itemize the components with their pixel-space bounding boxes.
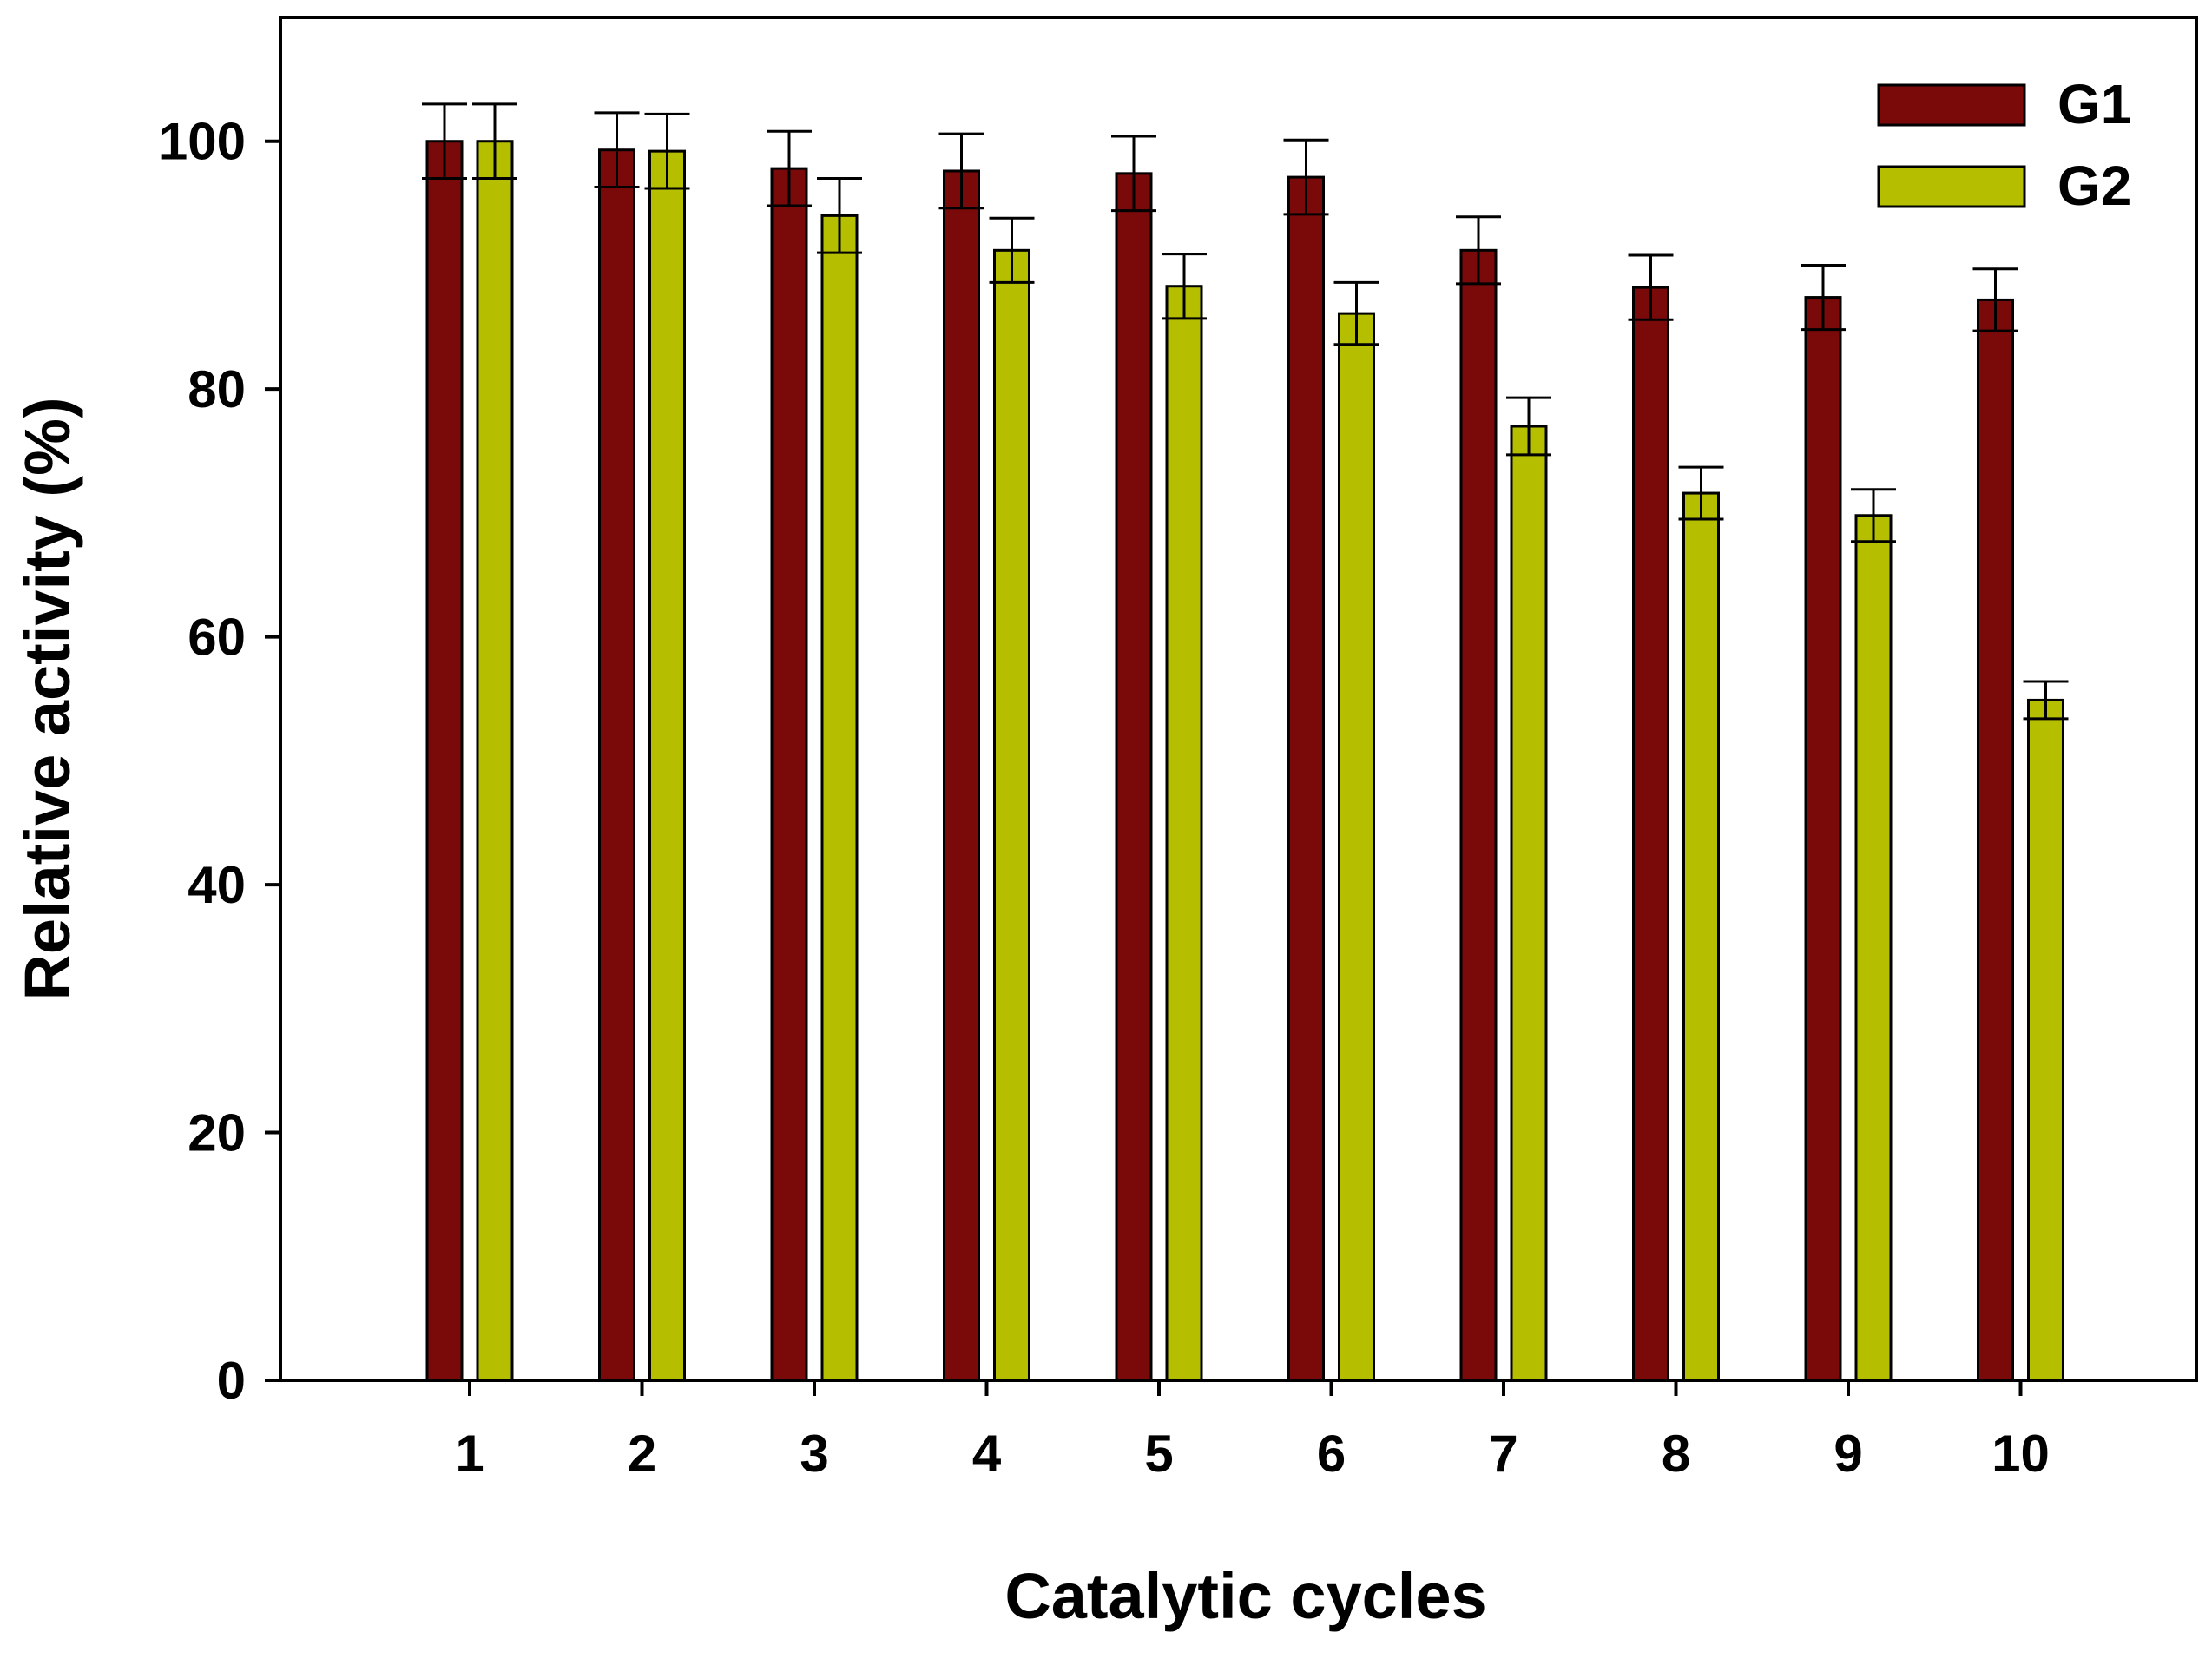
- legend-swatch-g2: [1877, 165, 2026, 208]
- legend-label-g1: G1: [2057, 73, 2131, 135]
- x-tick-label: 10: [1991, 1425, 2050, 1483]
- bar-g2: [820, 214, 859, 1382]
- y-tick-label: 100: [159, 113, 246, 171]
- y-tick-label: 20: [188, 1104, 246, 1162]
- bar-g1: [943, 169, 980, 1382]
- x-tick-label: 4: [972, 1425, 1002, 1483]
- bar-g2: [648, 149, 686, 1382]
- bar-g2: [1682, 491, 1720, 1382]
- bar-g1: [1804, 296, 1842, 1382]
- bar-g1: [1977, 298, 2014, 1382]
- legend-label-g2: G2: [2057, 155, 2131, 217]
- bar-g1: [770, 167, 808, 1382]
- y-tick-label: 60: [188, 609, 246, 667]
- bar-g1: [1459, 248, 1498, 1382]
- x-tick-label: 6: [1317, 1425, 1346, 1483]
- bar-g2: [993, 248, 1030, 1382]
- bar-g1: [1632, 286, 1669, 1382]
- bar-g2: [1854, 514, 1893, 1382]
- y-axis-title: Relative activity (%): [11, 397, 83, 1000]
- legend-swatch-g1: [1877, 83, 2026, 127]
- plot-frame: [279, 16, 2198, 1382]
- y-tick-label: 0: [217, 1352, 246, 1410]
- x-tick-label: 1: [455, 1425, 484, 1483]
- bar-g2: [476, 140, 514, 1382]
- y-tick-label: 40: [188, 856, 246, 914]
- x-tick-label: 3: [800, 1425, 828, 1483]
- x-tick-label: 2: [628, 1425, 656, 1483]
- x-tick-label: 8: [1662, 1425, 1690, 1483]
- y-tick-label: 80: [188, 360, 246, 418]
- x-tick-label: 9: [1833, 1425, 1862, 1483]
- x-tick-label: 5: [1144, 1425, 1173, 1483]
- bar-g1: [425, 140, 464, 1382]
- bar-g1: [1115, 172, 1153, 1382]
- bar-g2: [1165, 285, 1203, 1382]
- x-axis-title: Catalytic cycles: [1004, 1560, 1486, 1632]
- bar-g1: [598, 148, 635, 1382]
- bar-g1: [1287, 175, 1325, 1382]
- bar-g2: [1510, 425, 1548, 1382]
- x-tick-label: 7: [1489, 1425, 1517, 1483]
- bar-g2: [1338, 312, 1375, 1382]
- plot-area: 0 20 40 60 80 100 1 2 3 4 5 6 7 8 9 10: [159, 16, 2198, 1483]
- bar-g2: [2027, 698, 2064, 1382]
